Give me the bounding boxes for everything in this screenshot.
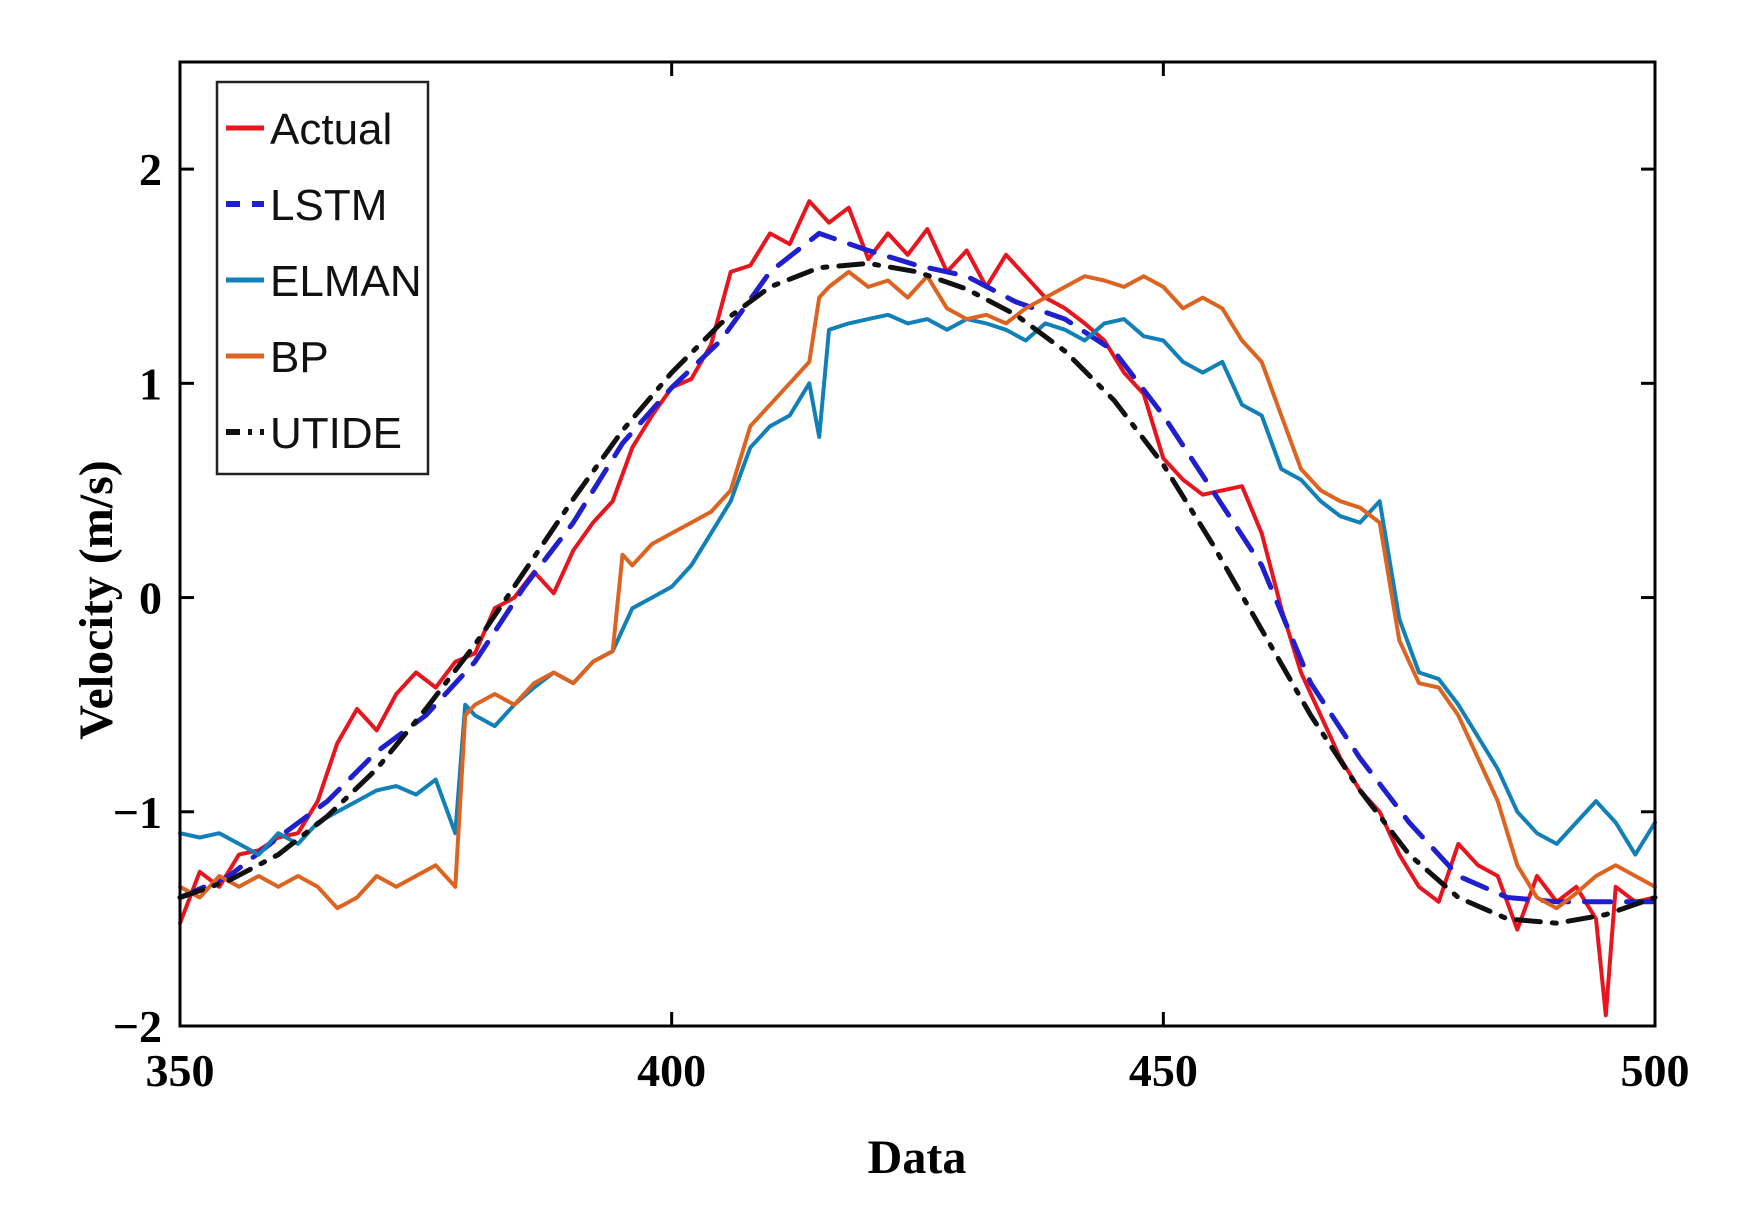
x-axis-title: Data — [868, 1131, 967, 1184]
y-tick-label: 1 — [139, 358, 162, 409]
legend-label-actual: Actual — [270, 105, 392, 154]
legend-label-bp: BP — [270, 333, 329, 382]
tick-labels-layer: 350 400 450 500 −2 −1 0 1 2 — [113, 144, 1690, 1096]
series-line-bp — [178, 269, 1657, 911]
y-tick-label: 2 — [139, 144, 162, 195]
y-tick-label: 0 — [139, 573, 162, 624]
y-tick-label: −1 — [113, 787, 162, 838]
x-tick-label: 500 — [1621, 1045, 1690, 1096]
ticks-layer — [178, 62, 1657, 1028]
legend-label-elman: ELMAN — [270, 257, 422, 306]
y-tick-label: −2 — [113, 1001, 162, 1052]
x-tick-label: 350 — [146, 1045, 215, 1096]
y-axis-title: Velocity (m/s) — [70, 460, 123, 740]
series-line-actual — [178, 199, 1657, 1018]
legend-entries: Actual LSTM ELMAN BP UTIDE — [226, 105, 422, 458]
legend-label-utide: UTIDE — [270, 409, 402, 458]
x-tick-label: 450 — [1129, 1045, 1198, 1096]
series-line-elman — [178, 312, 1657, 857]
plot-frame — [178, 60, 1657, 1028]
legend: Actual LSTM ELMAN BP UTIDE — [215, 80, 430, 476]
x-tick-label: 400 — [637, 1045, 706, 1096]
legend-label-lstm: LSTM — [270, 181, 387, 230]
series-line-lstm — [177, 230, 1658, 905]
series-layer — [177, 199, 1658, 1018]
series-line-utide — [177, 260, 1658, 926]
